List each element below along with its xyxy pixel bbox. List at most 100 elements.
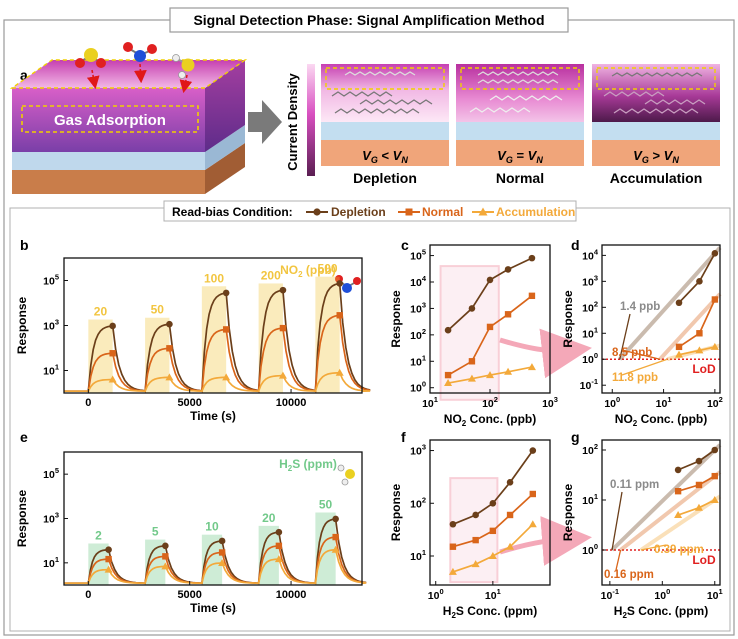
- series-point-accumulation-4: [527, 363, 536, 371]
- y-tick-label-1: 100: [582, 351, 598, 366]
- series-point-normal-2: [222, 326, 230, 333]
- y-tick-label-1-base: 10: [43, 321, 55, 333]
- y-tick-label-2-base: 10: [43, 469, 55, 481]
- panel-f-letter: f: [401, 429, 406, 445]
- series-point-depletion-1: [162, 542, 169, 550]
- series-point-accumulation-3: [274, 555, 283, 563]
- series-point-depletion-2: [711, 446, 719, 454]
- series-point-normal-1: [162, 553, 169, 560]
- series-point-accumulation-2: [710, 496, 719, 503]
- x-tick-label-2: 10000: [276, 589, 307, 601]
- transition-arrow: [248, 100, 282, 144]
- series-point-depletion-4: [332, 515, 339, 523]
- x-tick-label-0: 101: [422, 395, 438, 410]
- y-tick-label-2-exp: 5: [55, 466, 59, 475]
- figure-title: Signal Detection Phase: Signal Amplifica…: [193, 12, 544, 28]
- normal-op: =: [513, 148, 528, 163]
- x-axis-label-part-1: 2: [622, 611, 627, 620]
- y-tick-label-1-base: 10: [582, 354, 594, 366]
- y-tick-label-2-base: 10: [410, 330, 422, 342]
- title-box: [169, 7, 569, 33]
- y-tick-label-1-exp: 1: [422, 353, 426, 362]
- device-substrate: [12, 170, 205, 194]
- fit-line-depletion: [610, 443, 722, 552]
- x-axis-label: Time (s): [190, 409, 236, 423]
- y-tick-label-5-base: 10: [582, 250, 594, 262]
- series-point-normal-3: [275, 542, 283, 550]
- y-tick-label-3-exp: 3: [422, 300, 426, 309]
- series-point-accumulation-4: [331, 545, 340, 553]
- fit-line-accumulation: [639, 494, 722, 552]
- gas-label-part-0: H: [279, 457, 288, 471]
- normal-vn: V: [528, 148, 538, 163]
- depletion-vg-sub: G: [371, 155, 378, 165]
- y-tick-label-2-exp: 5: [55, 273, 59, 282]
- gas-adsorption-label: Gas Adsorption: [54, 112, 166, 129]
- x-tick-label-2-base: 10: [707, 590, 719, 602]
- y-tick-label-0: 10-1: [580, 377, 598, 392]
- x-tick-label-1-base: 10: [656, 398, 668, 410]
- pulse-label-1: 50: [151, 303, 165, 317]
- series-point-depletion-0: [109, 322, 116, 330]
- y-tick-label-1-exp: 2: [422, 495, 426, 504]
- series-point-depletion-1: [468, 305, 476, 312]
- current-density-label: Current Density: [285, 72, 300, 170]
- y-tick-label-2-exp: 3: [422, 443, 426, 452]
- legend-title: Read-bias Condition:: [172, 205, 293, 219]
- y-tick-label-2-base: 10: [410, 446, 422, 458]
- legend-accumulation-text: Accumulation: [496, 205, 575, 219]
- series-point-normal-3: [279, 324, 287, 332]
- series-point-depletion-0: [674, 466, 682, 474]
- x-tick-label-2-exp: 2: [719, 395, 723, 404]
- accumulation-vn-sub: N: [672, 155, 679, 165]
- pulse-label-4: 500: [318, 262, 338, 276]
- x-tick-label-0-exp: 0: [616, 395, 620, 404]
- series-point-accumulation-1: [165, 373, 174, 381]
- state-depletion: VG < VN Depletion: [321, 64, 449, 186]
- series-point-accumulation-0: [448, 567, 457, 575]
- y-tick-label-0-base: 10: [582, 545, 594, 557]
- y-axis-label: Response: [561, 290, 575, 348]
- y-tick-label-0-exp: 0: [594, 542, 598, 551]
- series-point-depletion-2: [218, 537, 226, 545]
- y-tick-label-0-base: 10: [410, 383, 422, 395]
- x-axis-label-part-1: 2: [633, 419, 638, 428]
- pulse-label-0: 2: [95, 528, 102, 542]
- y-tick-label-0: 101: [43, 363, 59, 378]
- series-point-depletion-4: [529, 447, 537, 454]
- panel-c-letter: c: [401, 237, 409, 253]
- pulse-highlight-4: [315, 512, 336, 585]
- axes-box-d: [601, 244, 721, 394]
- y-tick-label-4: 103: [582, 273, 598, 288]
- accumulation-op: >: [649, 148, 664, 163]
- y-tick-label-1: 103: [43, 318, 59, 333]
- y-tick-label-1: 101: [410, 353, 426, 368]
- x-tick-label-0: 10-1: [601, 587, 619, 602]
- depletion-vn: V: [393, 148, 403, 163]
- depletion-vg: V: [362, 148, 372, 163]
- x-tick-label-1: 5000: [177, 397, 201, 409]
- depletion-op: <: [378, 148, 393, 163]
- y-tick-label-1: 102: [410, 495, 426, 510]
- y-tick-label-1-exp: 3: [55, 318, 59, 327]
- lod-value-depletion: 1.4 ppb: [620, 301, 660, 313]
- y-tick-label-4: 104: [410, 274, 427, 289]
- series-point-accumulation-0: [674, 511, 683, 519]
- y-tick-label-0-exp: 0: [422, 380, 426, 389]
- state-accumulation: VG > VN Accumulation: [592, 64, 720, 186]
- series-point-depletion-2: [486, 276, 494, 284]
- y-tick-label-1-base: 10: [43, 514, 55, 526]
- accumulation-label: Accumulation: [610, 170, 703, 186]
- y-tick-label-5-exp: 4: [594, 247, 599, 256]
- gas-label-part-1: 2: [298, 270, 303, 279]
- series-point-accumulation-1: [161, 562, 170, 570]
- pulse-highlight-2: [201, 534, 223, 585]
- series-point-normal-1: [695, 481, 703, 489]
- series-point-normal-4: [528, 292, 536, 300]
- y-axis-label: Response: [15, 490, 29, 548]
- x-axis-label-part-2: S Conc. (ppm): [627, 604, 708, 618]
- series-point-depletion-3: [279, 286, 287, 294]
- y-tick-label-4-base: 10: [582, 276, 594, 288]
